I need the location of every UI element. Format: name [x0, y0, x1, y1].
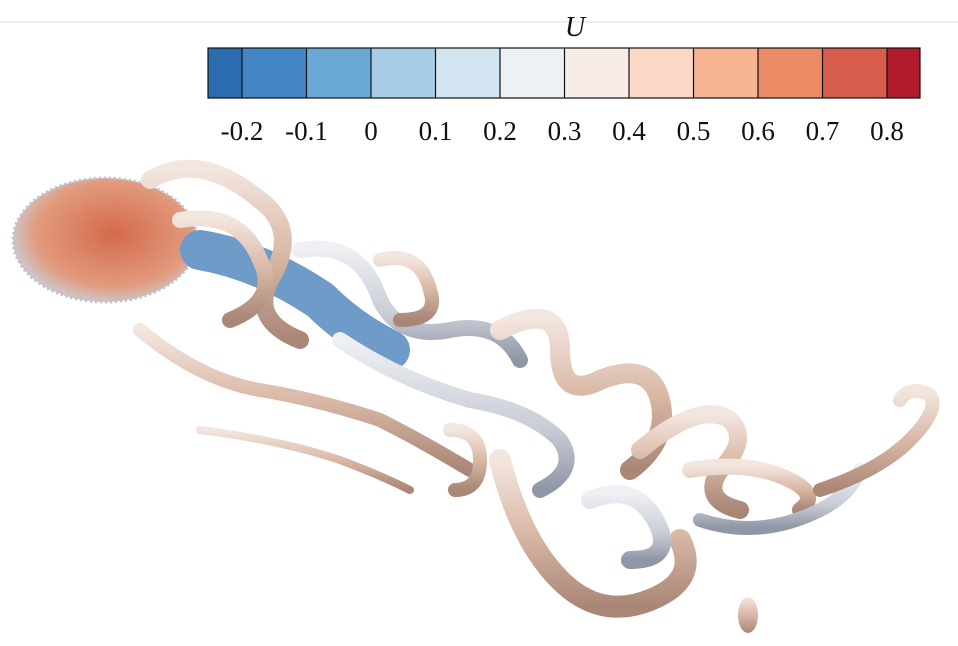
colorbar-segment: [500, 48, 565, 98]
vortex-tube: [489, 449, 697, 618]
colorbar: -0.2 -0.1 0 0.1 0.2 0.3 0.4 0.5 0.6 0.7 0.8: [207, 47, 921, 146]
colorbar-segment: [306, 48, 371, 98]
vortex-tube: [332, 332, 575, 498]
vortex-tube: [693, 463, 867, 535]
colorbar-tick-label: 0: [364, 116, 378, 146]
vortex-tube: [196, 426, 414, 494]
colorbar-tick-label: -0.1: [285, 116, 328, 146]
vortex-ring: [373, 251, 439, 327]
colorbar-title: U: [565, 12, 587, 43]
colorbar-tick-label: 0.2: [483, 116, 517, 146]
colorbar-segment: [887, 48, 920, 98]
colorbar-segment: [693, 48, 758, 98]
colorbar-segment: [208, 48, 242, 98]
body-disc: [11, 176, 199, 304]
colorbar-tick-label: -0.2: [221, 116, 264, 146]
colorbar-segment: [629, 48, 694, 98]
colorbar-tick-label: 0.1: [419, 116, 453, 146]
colorbar-segment: [371, 48, 436, 98]
colorbar-segment: [242, 48, 307, 98]
colorbar-tick-label: 0.5: [677, 116, 711, 146]
vortex-tube: [172, 210, 274, 328]
vortex-ring: [443, 423, 487, 497]
vortex-tube: [141, 159, 309, 349]
vortex-tube: [631, 405, 749, 519]
vortex-tube: [682, 458, 816, 518]
colorbar-tick-label: 0.8: [870, 116, 904, 146]
colorbar-tick-label: 0.3: [548, 116, 582, 146]
vortex-tube: [813, 384, 940, 497]
vortex-fragment: [738, 597, 758, 633]
colorbar-tick-label: 0.7: [806, 116, 840, 146]
colorbar-tick-label: 0.4: [612, 116, 646, 146]
vortex-rendering: [11, 159, 940, 633]
colorbar-segment: [822, 48, 887, 98]
colorbar-tick-label: 0.6: [741, 116, 775, 146]
vortex-ring: [581, 485, 671, 569]
vortex-tube: [133, 323, 477, 477]
colorbar-segment: [564, 48, 629, 98]
core-region: [180, 230, 410, 370]
colorbar-segment: [758, 48, 823, 98]
colorbar-segment: [435, 48, 500, 98]
